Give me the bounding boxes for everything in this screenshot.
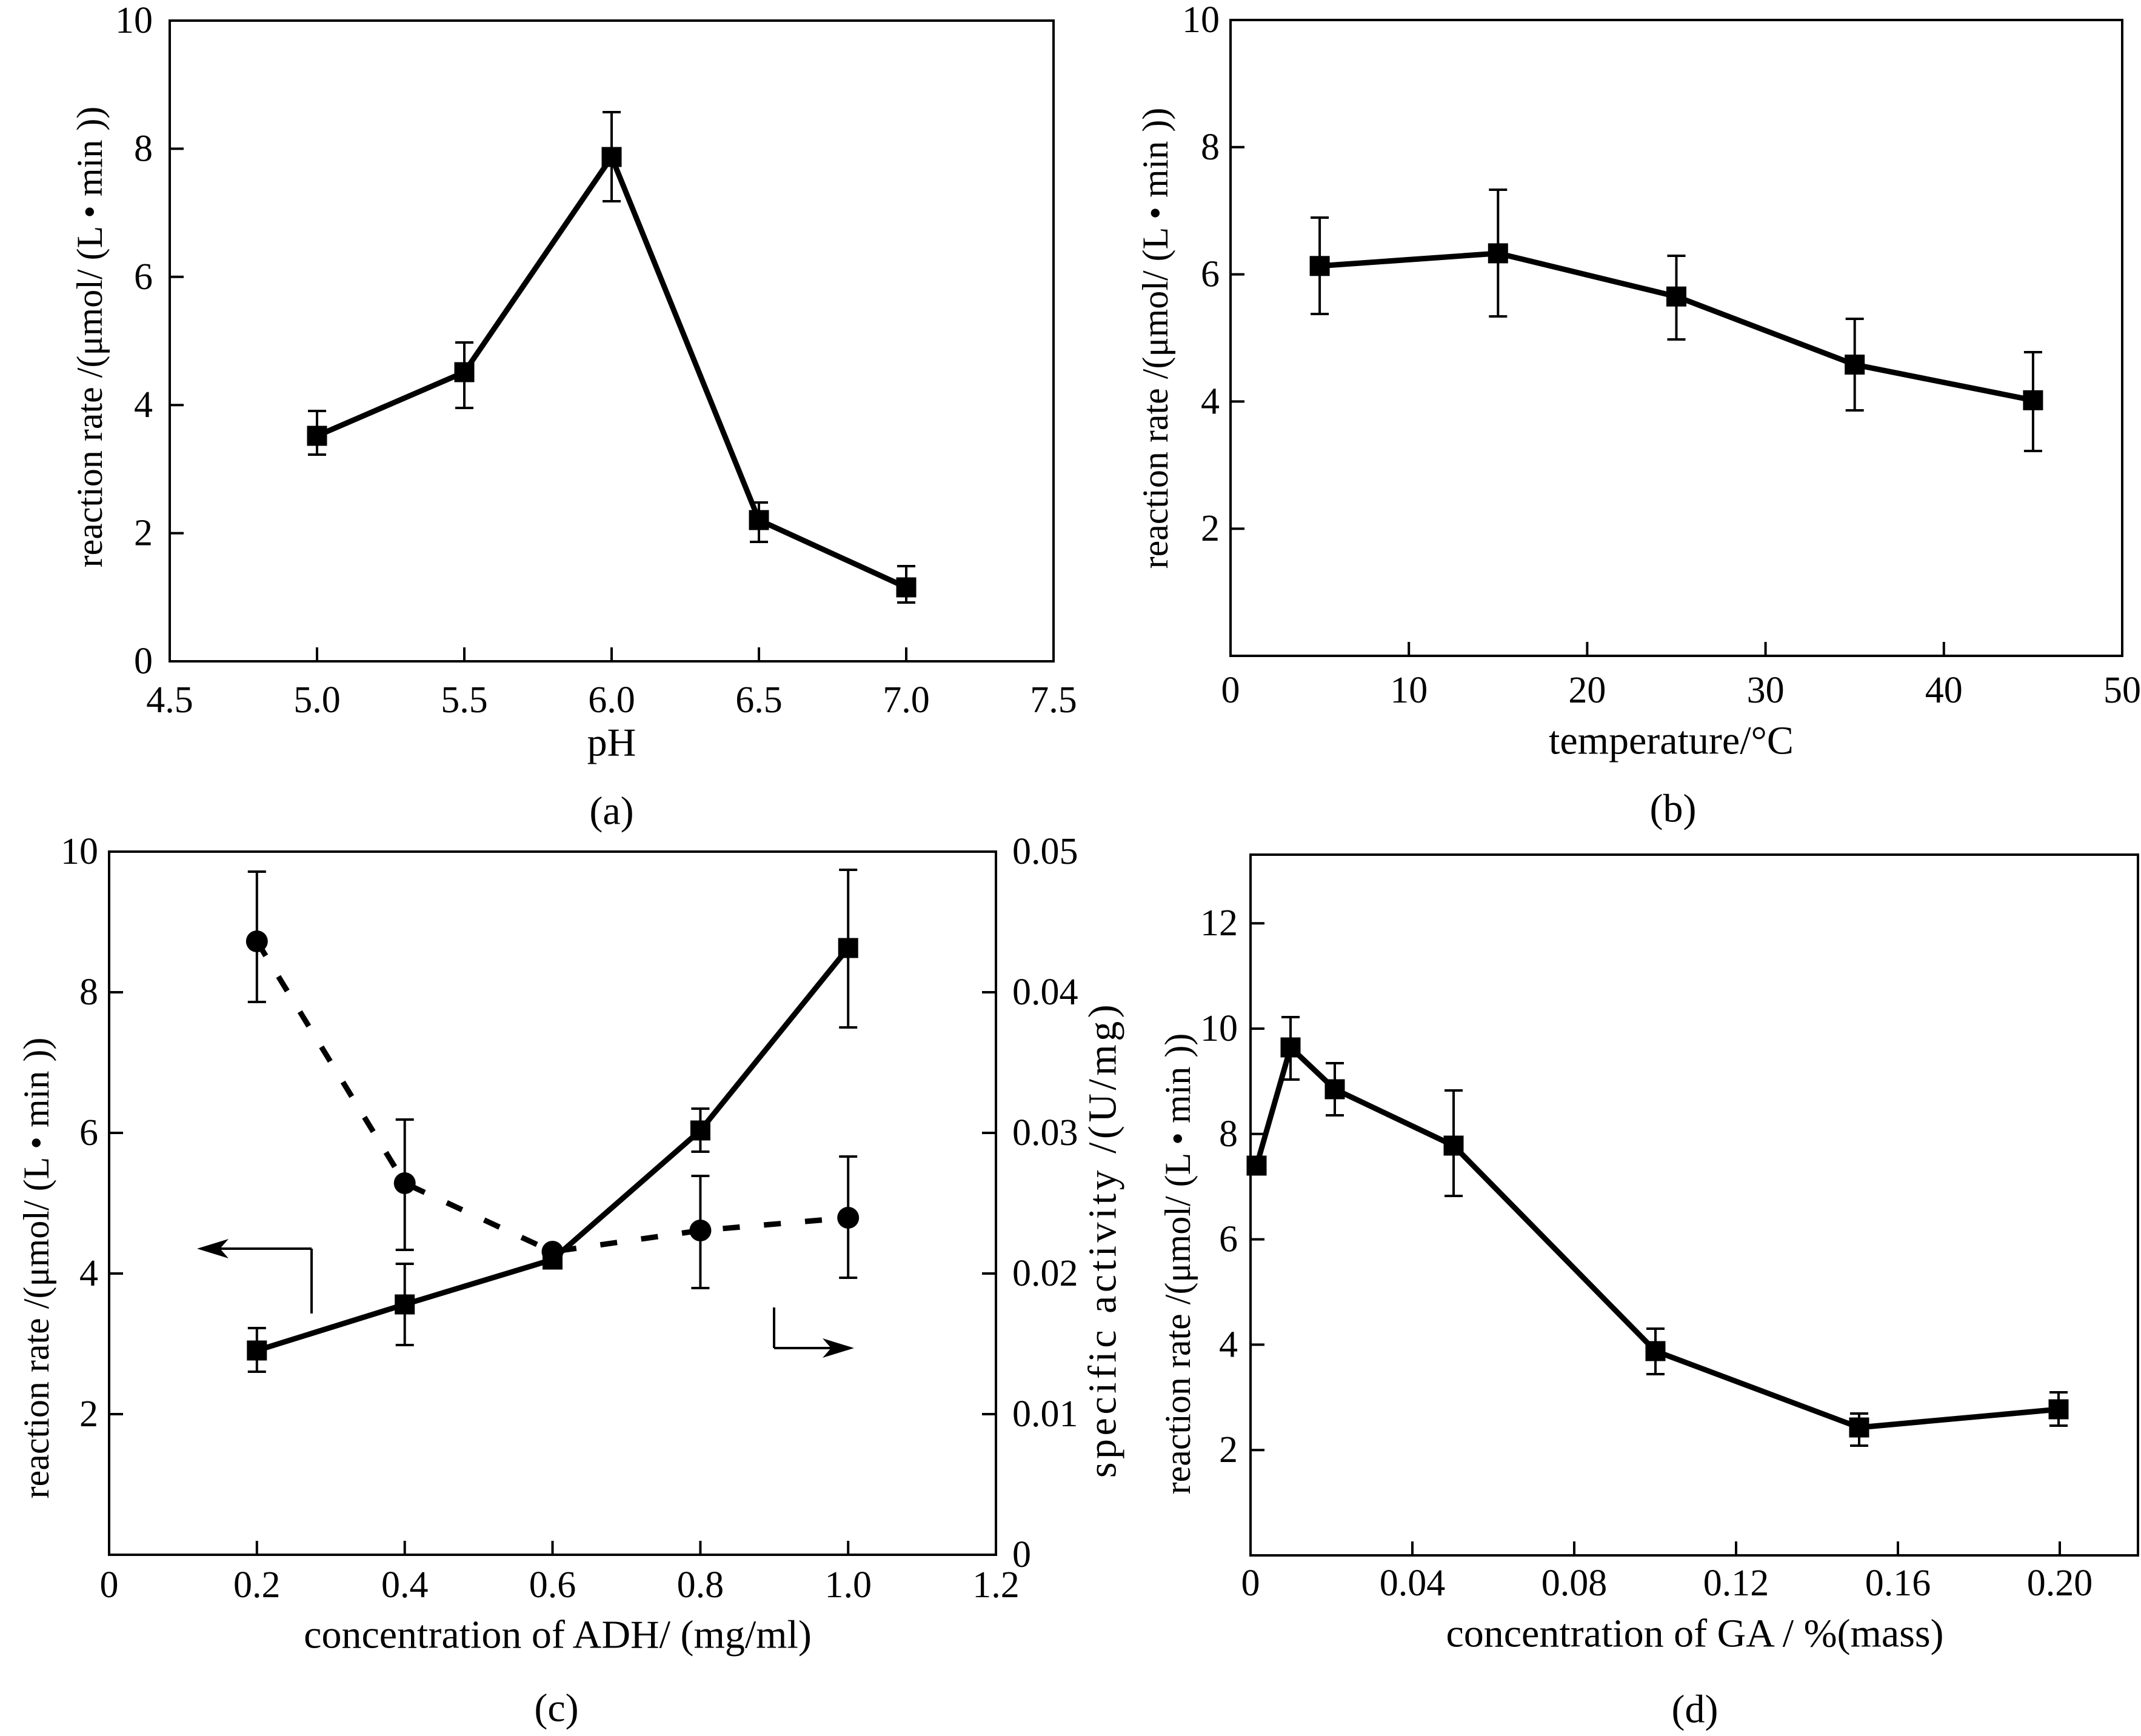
svg-text:pH: pH — [587, 721, 636, 765]
svg-text:5.5: 5.5 — [441, 679, 488, 721]
svg-text:0.04: 0.04 — [1380, 1563, 1446, 1604]
svg-text:0.04: 0.04 — [1012, 972, 1078, 1013]
svg-text:0.03: 0.03 — [1012, 1112, 1078, 1153]
svg-text:6: 6 — [1201, 254, 1220, 295]
svg-text:0: 0 — [100, 1564, 119, 1606]
svg-text:0: 0 — [1241, 1563, 1260, 1604]
svg-text:4: 4 — [134, 384, 153, 426]
svg-text:4: 4 — [79, 1253, 98, 1294]
svg-text:2: 2 — [1201, 508, 1220, 549]
svg-text:10: 10 — [1182, 0, 1220, 41]
svg-text:0.12: 0.12 — [1703, 1563, 1769, 1604]
svg-text:0.05: 0.05 — [1012, 831, 1078, 872]
svg-text:7.5: 7.5 — [1030, 679, 1077, 721]
svg-text:6: 6 — [1219, 1219, 1238, 1260]
svg-text:4: 4 — [1219, 1324, 1238, 1365]
svg-text:10: 10 — [115, 0, 153, 41]
svg-text:concentration of GA / %(mass): concentration of GA / %(mass) — [1446, 1612, 1943, 1656]
svg-text:0.08: 0.08 — [1541, 1563, 1608, 1604]
svg-text:0: 0 — [1221, 670, 1240, 711]
svg-text:(a): (a) — [589, 789, 633, 833]
svg-text:10: 10 — [1200, 1008, 1238, 1049]
svg-text:10: 10 — [1390, 670, 1428, 711]
svg-text:8: 8 — [79, 972, 98, 1013]
svg-text:5.0: 5.0 — [293, 679, 341, 721]
svg-text:4.5: 4.5 — [146, 679, 193, 721]
svg-text:0: 0 — [1012, 1534, 1031, 1575]
svg-text:50: 50 — [2103, 670, 2141, 711]
svg-text:8: 8 — [134, 128, 153, 169]
svg-text:temperature/°C: temperature/°C — [1549, 719, 1794, 763]
svg-text:8: 8 — [1201, 127, 1220, 168]
svg-text:0.8: 0.8 — [677, 1564, 724, 1606]
svg-text:reaction rate /(μmol/ (L • min: reaction rate /(μmol/ (L • min )) — [16, 1038, 56, 1499]
svg-text:0.01: 0.01 — [1012, 1394, 1078, 1435]
svg-text:0.4: 0.4 — [381, 1564, 429, 1606]
svg-text:6: 6 — [79, 1112, 98, 1153]
svg-text:6: 6 — [134, 256, 153, 298]
svg-text:12: 12 — [1200, 903, 1238, 944]
svg-text:(b): (b) — [1650, 787, 1697, 831]
svg-text:reaction rate /(μmol/ (L • min: reaction rate /(μmol/ (L • min )) — [1158, 1033, 1198, 1495]
svg-text:0.02: 0.02 — [1012, 1253, 1078, 1294]
svg-text:reaction rate /(μmol/ (L • min: reaction rate /(μmol/ (L • min )) — [70, 107, 110, 568]
svg-text:6.5: 6.5 — [735, 679, 783, 721]
svg-text:2: 2 — [79, 1394, 98, 1435]
svg-text:(c): (c) — [534, 1686, 578, 1731]
svg-text:1.0: 1.0 — [824, 1564, 872, 1606]
svg-text:0.2: 0.2 — [233, 1564, 281, 1606]
svg-text:reaction rate /(μmol/ (L • min: reaction rate /(μmol/ (L • min )) — [1135, 108, 1175, 569]
svg-text:0.20: 0.20 — [2027, 1563, 2093, 1604]
svg-text:0.6: 0.6 — [529, 1564, 576, 1606]
svg-text:2: 2 — [134, 513, 153, 554]
svg-text:6.0: 6.0 — [588, 679, 635, 721]
svg-text:10: 10 — [61, 831, 98, 872]
svg-text:7.0: 7.0 — [883, 679, 930, 721]
svg-text:40: 40 — [1925, 670, 1963, 711]
svg-text:concentration of ADH/ (mg/ml): concentration of ADH/ (mg/ml) — [304, 1613, 812, 1657]
svg-text:0.16: 0.16 — [1865, 1563, 1931, 1604]
svg-text:4: 4 — [1201, 381, 1220, 422]
svg-text:2: 2 — [1219, 1429, 1238, 1471]
svg-text:(d): (d) — [1672, 1688, 1718, 1732]
svg-text:0: 0 — [134, 641, 153, 682]
svg-text:30: 30 — [1747, 670, 1785, 711]
svg-text:8: 8 — [1219, 1113, 1238, 1155]
svg-text:1.2: 1.2 — [972, 1564, 1020, 1606]
svg-text:specific activity /(U/mg): specific activity /(U/mg) — [1081, 1001, 1125, 1478]
svg-text:20: 20 — [1568, 670, 1606, 711]
